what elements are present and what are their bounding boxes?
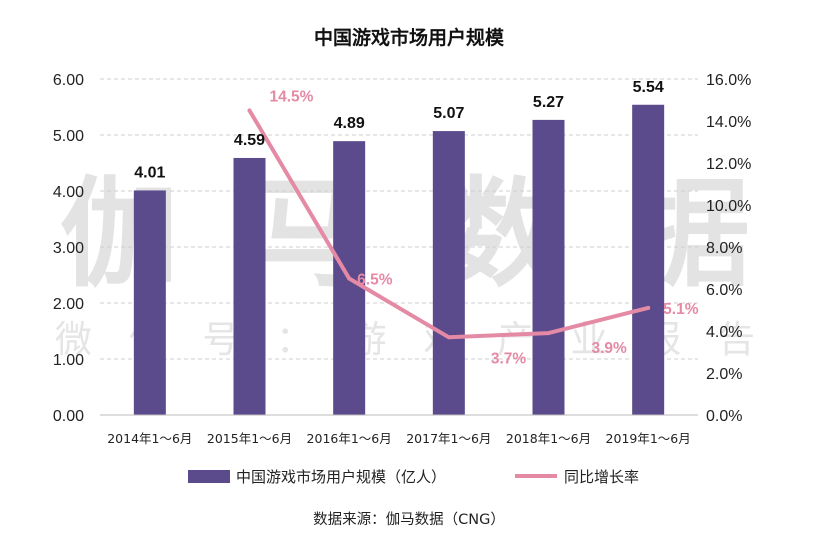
bar-value-label: 5.07 (433, 105, 464, 122)
y-left-tick-label: 2.00 (53, 296, 84, 313)
bar-value-label: 5.54 (633, 79, 664, 96)
bar-value-label: 5.27 (533, 94, 564, 111)
growth-line-series (247, 108, 651, 340)
y-right-tick-label: 2.0% (706, 366, 742, 383)
y-left-tick-label: 0.00 (53, 408, 84, 425)
source-note: 数据来源：伽马数据（CNG） (313, 511, 505, 528)
growth-point (646, 305, 651, 310)
y-left-tick-label: 1.00 (53, 352, 84, 369)
y-right-tick-label: 4.0% (706, 324, 742, 341)
bar (632, 104, 665, 415)
x-tick-label: 2016年1～6月 (307, 431, 392, 446)
bar-value-label: 4.89 (334, 115, 365, 132)
y-right-tick-label: 14.0% (706, 114, 751, 131)
legend-bar-label: 中国游戏市场用户规模（亿人） (236, 468, 446, 486)
data-labels: 4.01 4.59 4.89 5.07 5.27 5.54 14.5% 6.5% 3.7% 3.9… (134, 79, 698, 368)
growth-value-label: 6.5% (357, 272, 393, 289)
x-tick-label: 2018年1～6月 (506, 431, 591, 446)
x-tick-label: 2019年1～6月 (606, 431, 691, 446)
y-right-tick-label: 8.0% (706, 240, 742, 257)
gridlines (100, 78, 698, 360)
bar-series (133, 104, 665, 415)
growth-value-label: 3.7% (491, 350, 527, 367)
legend: 中国游戏市场用户规模（亿人） 同比增长率 (188, 468, 639, 486)
growth-point (546, 331, 551, 336)
bar (432, 131, 465, 415)
y-right-tick-label: 0.0% (706, 408, 742, 425)
legend-bar-swatch (188, 470, 230, 483)
growth-point (347, 276, 352, 281)
legend-line-label: 同比增长率 (564, 468, 639, 486)
growth-value-label: 14.5% (270, 89, 314, 106)
axes: 0.00 1.00 2.00 3.00 4.00 5.00 6.00 0.0% 2.0% 4.0%… (53, 72, 752, 446)
growth-value-label: 5.1% (663, 301, 699, 318)
y-right-tick-label: 6.0% (706, 282, 742, 299)
bar-value-label: 4.01 (134, 164, 165, 181)
y-right-tick-label: 12.0% (706, 156, 751, 173)
growth-point (446, 335, 451, 340)
y-left-tick-label: 6.00 (53, 72, 84, 89)
growth-value-label: 3.9% (592, 340, 628, 357)
x-tick-label: 2014年1～6月 (107, 431, 192, 446)
bar (233, 157, 266, 415)
y-left-tick-label: 4.00 (53, 184, 84, 201)
y-left-tick-label: 3.00 (53, 240, 84, 257)
growth-point (247, 108, 252, 113)
y-left-tick-label: 5.00 (53, 128, 84, 145)
x-tick-label: 2017年1～6月 (406, 431, 491, 446)
bar (532, 119, 565, 415)
chart-title: 中国游戏市场用户规模 (314, 26, 505, 49)
y-right-tick-label: 10.0% (706, 198, 751, 215)
bar (133, 190, 166, 415)
x-tick-label: 2015年1～6月 (207, 431, 292, 446)
y-right-tick-label: 16.0% (706, 72, 751, 89)
bar-value-label: 4.59 (234, 132, 265, 149)
